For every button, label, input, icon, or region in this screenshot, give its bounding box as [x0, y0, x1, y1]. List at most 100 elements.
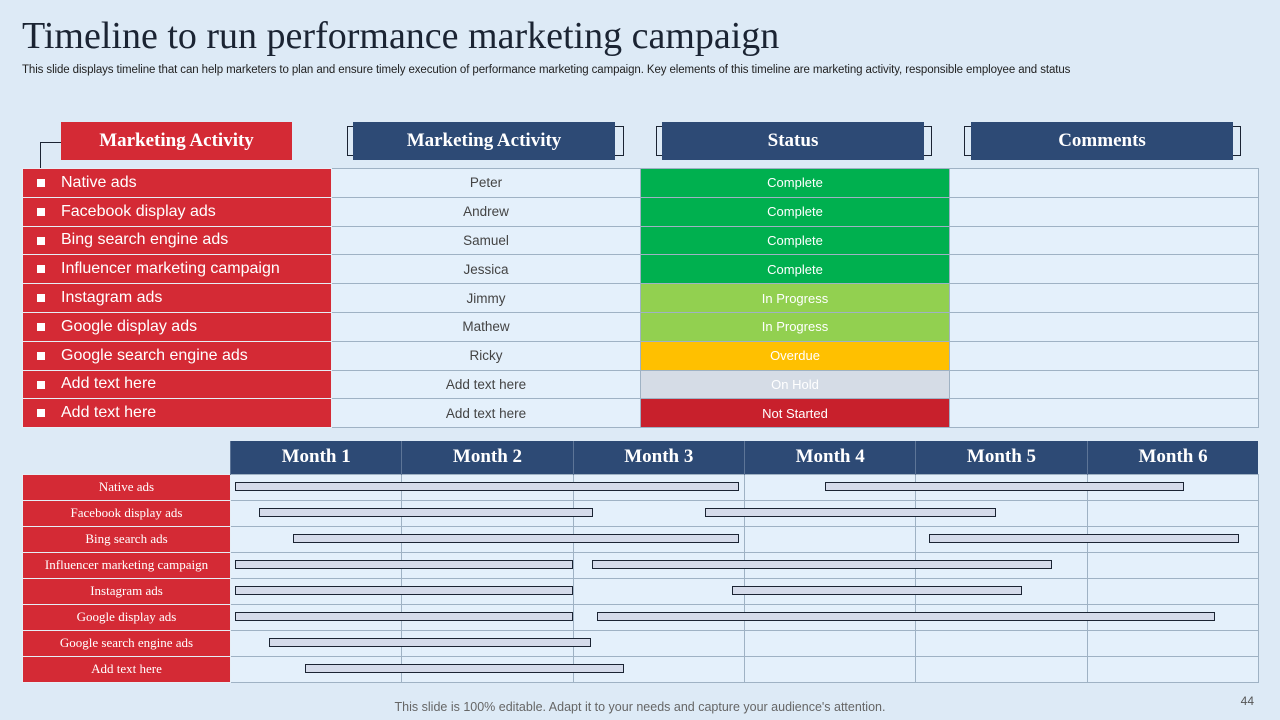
- gantt-cell: [572, 655, 745, 683]
- comments-cell: [949, 196, 1259, 227]
- activity-cell: Native ads: [22, 168, 332, 198]
- gantt-row: Native ads: [22, 473, 1259, 501]
- bullet-icon: [37, 207, 45, 216]
- gantt-row: Google display ads: [22, 603, 1259, 631]
- table-row: Native ads Peter Complete: [22, 168, 1259, 198]
- activity-cell: Google search engine ads: [22, 340, 332, 371]
- gantt-cell: [743, 629, 917, 657]
- gantt-row: Google search engine ads: [22, 629, 1259, 657]
- gantt-cell: [401, 603, 574, 631]
- bullet-icon: [37, 179, 45, 187]
- employee-cell: Samuel: [331, 225, 641, 256]
- employee-cell: Jessica: [331, 254, 641, 285]
- gantt-label: Instagram ads: [22, 577, 231, 605]
- gantt-cell: [1086, 603, 1259, 631]
- connector-line: [40, 142, 62, 143]
- bullet-icon: [37, 380, 45, 389]
- employee-cell: Jimmy: [331, 283, 641, 313]
- status-badge: In Progress: [640, 283, 950, 313]
- employee-cell: Andrew: [331, 196, 641, 227]
- activity-cell: Bing search engine ads: [22, 225, 332, 256]
- status-table: Native ads Peter Complete Facebook display …: [22, 168, 1259, 429]
- bullet-icon: [37, 351, 45, 360]
- table-row: Instagram ads Jimmy In Progress: [22, 283, 1259, 313]
- status-badge: Complete: [640, 254, 950, 285]
- comments-cell: [949, 369, 1259, 400]
- gantt-cell: [915, 629, 1088, 657]
- comments-cell: [949, 225, 1259, 256]
- table-row: Google display ads Mathew In Progress: [22, 311, 1259, 342]
- gantt-cell: [743, 525, 917, 553]
- gantt-row: Influencer marketing campaign: [22, 551, 1259, 579]
- gantt-cell: [743, 551, 917, 579]
- gantt-cell: [572, 473, 745, 501]
- employee-cell: Mathew: [331, 311, 641, 342]
- header-employee: Marketing Activity: [353, 122, 615, 160]
- bullet-icon: [37, 236, 45, 245]
- gantt-cell: [743, 603, 917, 631]
- gantt-cell: [572, 629, 745, 657]
- gantt-cell: [401, 629, 574, 657]
- gantt-cell: [229, 499, 403, 527]
- gantt-cell: [229, 629, 403, 657]
- gantt-row: Instagram ads: [22, 577, 1259, 605]
- gantt-table: Month 1 Month 2 Month 3 Month 4 Month 5 Month…: [22, 441, 1259, 683]
- comments-cell: [949, 254, 1259, 285]
- gantt-label: Google display ads: [22, 603, 231, 631]
- gantt-cell: [915, 473, 1088, 501]
- page-subtitle: This slide displays timeline that can he…: [22, 64, 1071, 76]
- employee-cell: Add text here: [331, 369, 641, 400]
- gantt-label: Bing search ads: [22, 525, 231, 553]
- month-header: Month 2: [401, 441, 574, 474]
- comments-cell: [949, 168, 1259, 198]
- status-badge: Overdue: [640, 340, 950, 371]
- table-row: Influencer marketing campaign Jessica Comp…: [22, 254, 1259, 285]
- gantt-cell: [1086, 629, 1259, 657]
- month-header: Month 6: [1086, 441, 1259, 474]
- gantt-cell: [401, 577, 574, 605]
- activity-cell: Influencer marketing campaign: [22, 254, 332, 285]
- gantt-row: Bing search ads: [22, 525, 1259, 553]
- bullet-icon: [37, 294, 45, 303]
- gantt-cell: [915, 603, 1088, 631]
- header-activity: Marketing Activity: [61, 122, 292, 160]
- gantt-cell: [401, 551, 574, 579]
- gantt-cell: [572, 603, 745, 631]
- gantt-cell: [401, 655, 574, 683]
- gantt-cell: [401, 473, 574, 501]
- table-row: Facebook display ads Andrew Complete: [22, 196, 1259, 227]
- employee-cell: Ricky: [331, 340, 641, 371]
- activity-cell: Add text here: [22, 398, 332, 429]
- gantt-cell: [1086, 551, 1259, 579]
- status-badge: Complete: [640, 225, 950, 256]
- gantt-cell: [915, 577, 1088, 605]
- comments-cell: [949, 311, 1259, 342]
- gantt-row: Facebook display ads: [22, 499, 1259, 527]
- gantt-cell: [229, 577, 403, 605]
- gantt-label: Influencer marketing campaign: [22, 551, 231, 579]
- gantt-cell: [229, 603, 403, 631]
- activity-cell: Add text here: [22, 369, 332, 400]
- comments-cell: [949, 283, 1259, 313]
- gantt-cell: [743, 577, 917, 605]
- gantt-cell: [1086, 577, 1259, 605]
- status-badge: Complete: [640, 196, 950, 227]
- gantt-cell: [743, 499, 917, 527]
- month-header: Month 3: [572, 441, 745, 474]
- month-header: Month 1: [229, 441, 402, 474]
- gantt-cell: [572, 525, 745, 553]
- footer-note: This slide is 100% editable. Adapt it to…: [394, 700, 886, 714]
- bullet-icon: [37, 322, 45, 331]
- gantt-cell: [572, 577, 745, 605]
- status-badge: Complete: [640, 168, 950, 198]
- month-header: Month 4: [743, 441, 916, 474]
- status-badge: Not Started: [640, 398, 950, 429]
- page-title: Timeline to run performance marketing ca…: [22, 15, 780, 57]
- gantt-cell: [229, 551, 403, 579]
- bullet-icon: [37, 265, 45, 274]
- gantt-cell: [572, 551, 745, 579]
- status-badge: On Hold: [640, 369, 950, 400]
- gantt-label: Google search engine ads: [22, 629, 231, 657]
- gantt-cell: [915, 525, 1088, 553]
- gantt-label: Facebook display ads: [22, 499, 231, 527]
